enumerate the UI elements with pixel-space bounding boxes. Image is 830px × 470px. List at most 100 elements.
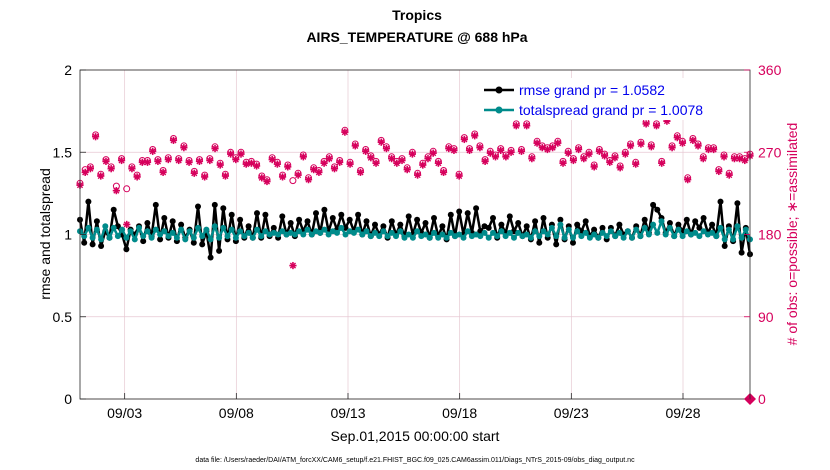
point-obs-assimilated <box>268 155 276 164</box>
point-rmse <box>700 215 707 221</box>
point-rmse <box>485 224 492 231</box>
point-obs-assimilated <box>97 172 105 180</box>
point-totalspread <box>199 233 206 240</box>
point-rmse <box>254 210 260 217</box>
point-totalspread <box>557 221 564 228</box>
point-totalspread <box>393 233 399 240</box>
x-tick-label: 09/28 <box>665 405 700 421</box>
point-obs-assimilated <box>491 153 500 161</box>
x-tick-label: 09/03 <box>107 405 142 421</box>
point-obs-assimilated <box>112 187 120 195</box>
y-tick-label-left: 1.5 <box>53 144 73 160</box>
point-totalspread <box>207 236 214 243</box>
point-totalspread <box>561 234 568 241</box>
point-obs-assimilated <box>626 142 635 150</box>
point-obs-assimilated <box>502 153 510 161</box>
point-totalspread <box>376 233 383 240</box>
point-totalspread <box>258 233 265 240</box>
point-obs-assimilated <box>632 160 640 168</box>
y-tick-label-right: 0 <box>758 391 766 407</box>
point-totalspread <box>456 231 463 238</box>
legend: rmse grand pr = 1.0582 totalspread grand… <box>478 78 736 120</box>
point-totalspread <box>439 231 446 238</box>
point-rmse <box>439 223 446 230</box>
y-axis-label-left: rmse and totalspread <box>37 168 53 300</box>
point-obs-assimilated <box>133 173 141 181</box>
point-totalspread <box>692 229 699 236</box>
point-obs-assimilated <box>710 145 718 154</box>
point-totalspread <box>359 231 366 238</box>
point-rmse <box>557 216 564 223</box>
point-obs-assimilated <box>211 144 219 153</box>
point-obs-assimilated <box>278 173 287 181</box>
point-totalspread <box>195 224 201 231</box>
point-totalspread <box>304 226 311 233</box>
point-totalspread <box>245 229 252 236</box>
point-rmse <box>380 223 387 230</box>
point-rmse <box>287 220 294 226</box>
point-totalspread <box>431 229 437 236</box>
point-obs-assimilated <box>637 140 645 148</box>
point-totalspread <box>494 233 501 240</box>
point-obs-assimilated <box>694 142 702 150</box>
point-totalspread <box>275 231 282 238</box>
point-obs-assimilated <box>102 157 110 165</box>
point-obs-assimilated <box>164 155 172 164</box>
point-totalspread <box>658 218 665 225</box>
point-obs-assimilated <box>190 169 198 177</box>
point-obs-assimilated <box>611 154 619 162</box>
legend-spread-marker <box>495 106 503 114</box>
point-totalspread <box>93 226 100 233</box>
point-totalspread <box>220 224 227 231</box>
point-obs-assimilated <box>284 163 292 171</box>
point-totalspread <box>637 233 644 240</box>
point-totalspread <box>131 236 138 243</box>
point-totalspread <box>490 229 496 236</box>
point-totalspread <box>173 234 180 241</box>
point-obs-assimilated <box>621 150 629 158</box>
point-totalspread <box>325 231 332 238</box>
point-obs-assimilated <box>465 146 474 155</box>
point-rmse <box>372 221 378 228</box>
point-rmse <box>666 220 673 226</box>
point-rmse <box>553 241 560 248</box>
point-totalspread <box>136 224 142 231</box>
point-obs-assimilated <box>138 158 146 166</box>
point-obs-assimilated <box>684 176 692 184</box>
point-rmse <box>329 215 336 221</box>
point-rmse <box>279 213 286 220</box>
point-totalspread <box>645 231 652 238</box>
point-rmse <box>93 218 100 225</box>
point-obs-assimilated <box>341 128 349 136</box>
y-tick-label-right: 180 <box>758 227 782 243</box>
point-rmse <box>422 220 429 226</box>
point-obs-assimilated <box>439 168 448 176</box>
point-totalspread <box>532 228 539 235</box>
point-obs-assimilated <box>377 138 385 146</box>
point-totalspread <box>216 234 223 241</box>
point-totalspread <box>650 221 657 228</box>
point-obs-assimilated <box>606 158 614 166</box>
axis-ticks: 0 0.5 1 1.5 2 0 90 180 270 360 09/03 09/08 09/13 09/1… <box>53 62 782 421</box>
point-obs-assimilated <box>81 168 89 176</box>
x-tick-label: 09/18 <box>442 405 477 421</box>
point-obs-assimilated <box>564 149 572 157</box>
point-totalspread <box>713 233 720 240</box>
point-totalspread <box>127 228 134 235</box>
point-obs-assimilated <box>652 122 661 130</box>
point-obs-assimilated <box>123 220 131 229</box>
point-obs-assimilated <box>590 163 598 171</box>
point-rmse <box>683 216 690 223</box>
point-rmse <box>498 221 505 228</box>
y-tick-label-right: 360 <box>758 62 782 78</box>
point-rmse <box>464 210 471 217</box>
point-obs-assimilated <box>159 168 167 176</box>
point-totalspread <box>405 231 412 238</box>
point-obs-assimilated <box>117 156 126 165</box>
point-rmse <box>591 226 598 233</box>
point-rmse <box>738 249 745 256</box>
point-totalspread <box>224 233 231 240</box>
point-obs-assimilated <box>689 136 697 144</box>
point-totalspread <box>709 229 716 236</box>
point-obs-assimilated <box>169 136 178 144</box>
